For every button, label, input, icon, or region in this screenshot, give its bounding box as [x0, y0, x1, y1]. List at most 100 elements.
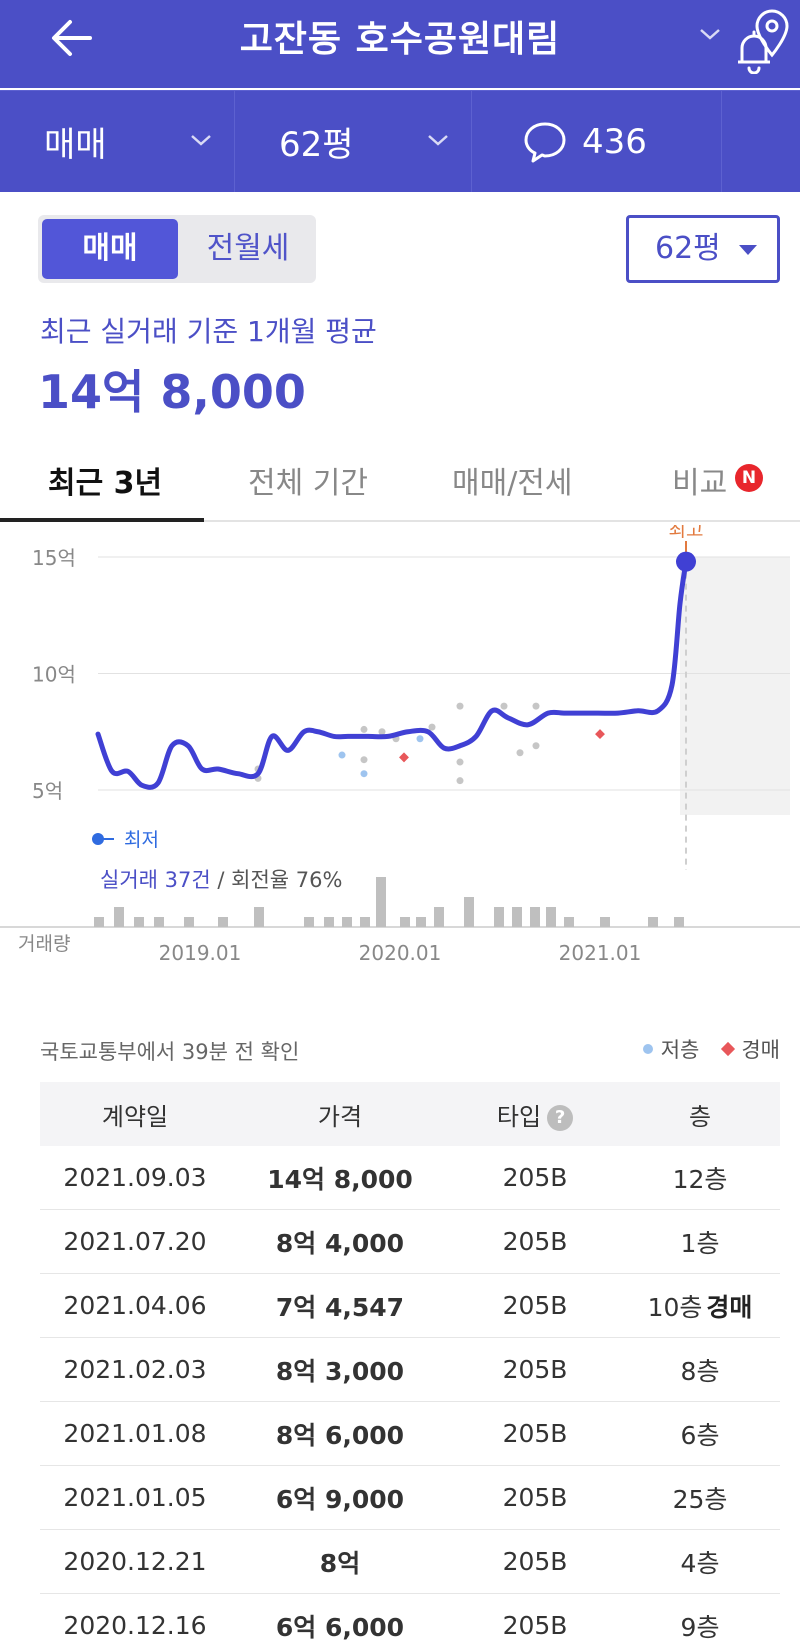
- row-date: 2021.01.08: [63, 1419, 207, 1448]
- row-floor-cell: 1층: [620, 1224, 780, 1260]
- price-chart[interactable]: 15억 10억 5억 2019.01 2020.01 2021.01 최고 최저 거래량: [0, 525, 800, 1010]
- auction-diamond-icon: [721, 1041, 736, 1057]
- trade-type-label: 매매: [44, 125, 107, 165]
- row-floor-cell: 25층: [620, 1480, 780, 1516]
- bell-icon[interactable]: [734, 28, 774, 74]
- row-date: 2021.02.03: [63, 1355, 207, 1384]
- row-floor-cell: 4층: [620, 1544, 780, 1580]
- chart-legend: 저층 경매: [642, 1034, 780, 1064]
- row-floor: 12층: [672, 1164, 728, 1194]
- col-floor: 층: [688, 1102, 712, 1131]
- row-type: 205B: [502, 1611, 568, 1640]
- low-floor-dot-icon: [642, 1044, 653, 1054]
- row-price: 6억 9,000: [275, 1484, 405, 1514]
- scatter-point: [360, 725, 368, 733]
- volume-bar: [114, 907, 124, 927]
- size-select-value: 62평: [655, 231, 721, 266]
- tab-compare[interactable]: 비교: [672, 466, 728, 501]
- row-price: 8억 6,000: [275, 1420, 405, 1450]
- table-row[interactable]: 2020.12.21 8억 205B 4층: [40, 1530, 780, 1594]
- row-floor: 6층: [680, 1420, 720, 1450]
- scatter-point: [360, 756, 368, 764]
- volume-bar: [400, 917, 410, 927]
- trade-count: 실거래 37건: [100, 868, 211, 892]
- back-arrow-icon[interactable]: [48, 14, 96, 62]
- trade-type-dropdown[interactable]: 매매: [0, 91, 235, 192]
- row-price: 7억 4,547: [275, 1292, 405, 1322]
- row-floor: 1층: [680, 1228, 720, 1258]
- row-date: 2020.12.21: [63, 1547, 207, 1576]
- toggle-sale[interactable]: 매매: [42, 219, 178, 279]
- help-icon[interactable]: ?: [547, 1104, 574, 1131]
- tab-sale-jeonse[interactable]: 매매/전세: [452, 466, 573, 501]
- max-label: 최고: [669, 525, 704, 541]
- row-floor: 8층: [680, 1356, 720, 1386]
- low-floor-point: [360, 770, 368, 778]
- turnover-rate: / 회전율 76%: [217, 868, 343, 892]
- scatter-point: [532, 742, 540, 750]
- tab-all-period[interactable]: 전체 기간: [248, 466, 368, 501]
- low-floor-point: [416, 735, 424, 743]
- row-floor-cell: 8층: [620, 1352, 780, 1388]
- filter-bar: 매매 62평 436: [0, 90, 800, 192]
- table-row[interactable]: 2021.01.05 6억 9,000 205B 25층: [40, 1466, 780, 1530]
- volume-bar: [304, 917, 314, 927]
- chevron-down-icon: [428, 135, 448, 146]
- table-row[interactable]: 2021.07.20 8억 4,000 205B 1층: [40, 1210, 780, 1274]
- volume-bar: [600, 917, 610, 927]
- auction-point: [399, 752, 409, 763]
- notification-button[interactable]: [722, 91, 800, 192]
- table-body: 2021.09.03 14억 8,000 205B 12층 2021.07.20 8억 4…: [40, 1146, 780, 1644]
- scatter-point: [456, 702, 464, 710]
- min-label: 최저: [124, 829, 159, 851]
- volume-bar: [674, 917, 684, 927]
- trade-type-toggle: 매매 전월세: [38, 215, 316, 283]
- chevron-down-icon[interactable]: [696, 20, 724, 48]
- scatter-point: [456, 777, 464, 785]
- page-title[interactable]: 고잔동 호수공원대림: [239, 19, 561, 60]
- row-type: 205B: [502, 1419, 568, 1448]
- table-row[interactable]: 2021.01.08 8억 6,000 205B 6층: [40, 1402, 780, 1466]
- row-type: 205B: [502, 1163, 568, 1192]
- row-floor-cell: 10층 경매: [620, 1288, 780, 1324]
- volume-bar: [416, 917, 426, 927]
- row-price: 8억 4,000: [275, 1228, 405, 1258]
- table-row[interactable]: 2021.09.03 14억 8,000 205B 12층: [40, 1146, 780, 1210]
- average-caption: 최근 실거래 기준 1개월 평균: [40, 315, 377, 348]
- scatter-point: [428, 723, 436, 731]
- x-tick-label: 2020.01: [359, 941, 442, 965]
- toggle-rent[interactable]: 전월세: [206, 231, 290, 266]
- low-floor-point: [338, 751, 346, 759]
- volume-bar: [494, 907, 504, 927]
- area-label: 62평: [279, 125, 354, 165]
- volume-bar: [546, 907, 556, 927]
- size-select[interactable]: 62평: [626, 215, 780, 283]
- top-bar: 고잔동 호수공원대림: [0, 0, 800, 88]
- row-date: 2021.04.06: [63, 1291, 207, 1320]
- volume-bar: [154, 917, 164, 927]
- price-line: [95, 559, 689, 790]
- row-floor: 4층: [680, 1548, 720, 1578]
- row-price: 14억 8,000: [267, 1164, 413, 1194]
- table-row[interactable]: 2021.04.06 7억 4,547 205B 10층 경매: [40, 1274, 780, 1338]
- row-floor-cell: 9층: [620, 1608, 780, 1644]
- legend-low-floor: 저층: [660, 1038, 700, 1062]
- row-floor: 10층: [647, 1292, 703, 1322]
- table-row[interactable]: 2021.02.03 8억 3,000 205B 8층: [40, 1338, 780, 1402]
- col-date: 계약일: [101, 1102, 169, 1131]
- volume-bar: [648, 917, 658, 927]
- transaction-table: 계약일 가격 타입? 층 2021.09.03 14억 8,000 205B 12층 2…: [40, 1082, 780, 1644]
- y-tick-label: 5억: [32, 779, 63, 803]
- y-tick-label: 15억: [32, 546, 76, 570]
- dropdown-triangle-icon: [739, 245, 757, 255]
- source-note: 국토교통부에서 39분 전 확인: [40, 1040, 300, 1064]
- row-floor-cell: 12층: [620, 1160, 780, 1196]
- legend-auction: 경매: [741, 1038, 780, 1062]
- table-header: 계약일 가격 타입? 층: [40, 1082, 780, 1146]
- area-dropdown[interactable]: 62평: [235, 91, 472, 192]
- volume-bar: [376, 877, 386, 927]
- comments-button[interactable]: 436: [472, 91, 722, 192]
- tab-recent-3y[interactable]: 최근 3년: [48, 466, 163, 501]
- volume-bar: [324, 917, 334, 927]
- table-row[interactable]: 2020.12.16 6억 6,000 205B 9층: [40, 1594, 780, 1644]
